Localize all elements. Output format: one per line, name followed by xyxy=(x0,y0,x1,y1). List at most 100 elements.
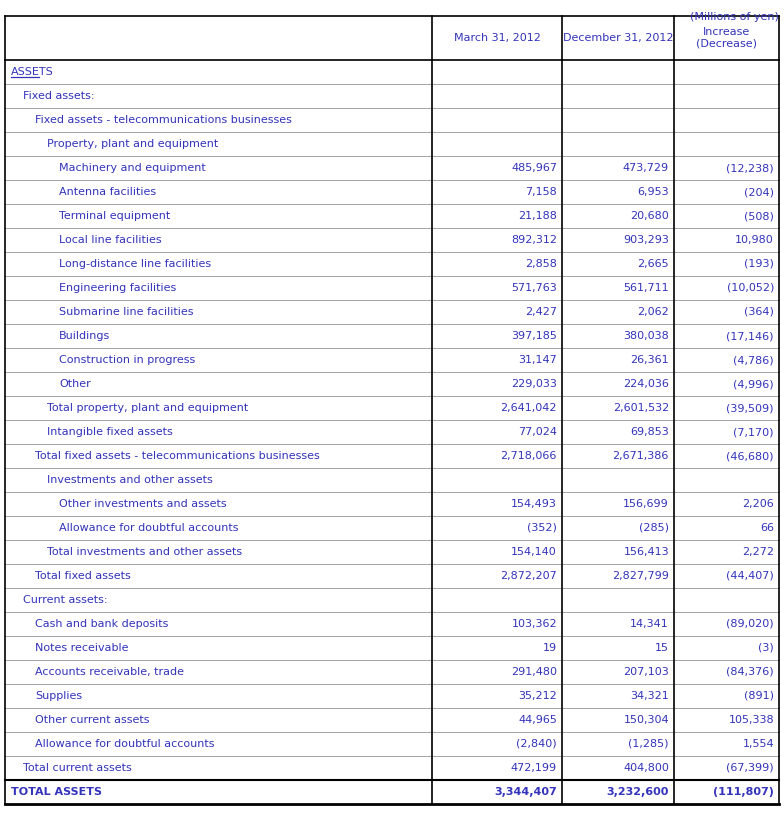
Text: 156,699: 156,699 xyxy=(623,499,669,509)
Text: 26,361: 26,361 xyxy=(630,355,669,365)
Text: 44,965: 44,965 xyxy=(518,715,557,725)
Text: (10,052): (10,052) xyxy=(727,283,774,293)
Text: Total investments and other assets: Total investments and other assets xyxy=(47,547,242,557)
Text: 291,480: 291,480 xyxy=(511,667,557,677)
Text: (352): (352) xyxy=(527,523,557,533)
Text: 19: 19 xyxy=(543,643,557,653)
Text: Allowance for doubtful accounts: Allowance for doubtful accounts xyxy=(35,739,215,749)
Text: (204): (204) xyxy=(744,187,774,197)
Text: (46,680): (46,680) xyxy=(727,451,774,461)
Text: (508): (508) xyxy=(744,211,774,221)
Text: Fixed assets:: Fixed assets: xyxy=(23,91,95,101)
Text: 2,872,207: 2,872,207 xyxy=(500,571,557,581)
Text: 7,158: 7,158 xyxy=(525,187,557,197)
Text: December 31, 2012: December 31, 2012 xyxy=(563,33,673,43)
Text: Construction in progress: Construction in progress xyxy=(59,355,195,365)
Text: 485,967: 485,967 xyxy=(511,163,557,173)
Text: Intangible fixed assets: Intangible fixed assets xyxy=(47,427,172,437)
Text: 77,024: 77,024 xyxy=(518,427,557,437)
Text: Total property, plant and equipment: Total property, plant and equipment xyxy=(47,403,249,413)
Text: (2,840): (2,840) xyxy=(517,739,557,749)
Text: 3,232,600: 3,232,600 xyxy=(607,787,669,797)
Text: 2,858: 2,858 xyxy=(525,259,557,269)
Text: 10,980: 10,980 xyxy=(735,235,774,245)
Text: 1,554: 1,554 xyxy=(742,739,774,749)
Text: 31,147: 31,147 xyxy=(518,355,557,365)
Text: (285): (285) xyxy=(639,523,669,533)
Text: Notes receivable: Notes receivable xyxy=(35,643,129,653)
Text: Accounts receivable, trade: Accounts receivable, trade xyxy=(35,667,184,677)
Text: (3): (3) xyxy=(758,643,774,653)
Text: 473,729: 473,729 xyxy=(622,163,669,173)
Text: 2,206: 2,206 xyxy=(742,499,774,509)
Text: (1,285): (1,285) xyxy=(629,739,669,749)
Text: (12,238): (12,238) xyxy=(726,163,774,173)
Text: 69,853: 69,853 xyxy=(630,427,669,437)
Text: (4,786): (4,786) xyxy=(733,355,774,365)
Text: 224,036: 224,036 xyxy=(623,379,669,389)
Text: Other investments and assets: Other investments and assets xyxy=(59,499,227,509)
Text: 2,272: 2,272 xyxy=(742,547,774,557)
Text: Supplies: Supplies xyxy=(35,691,82,701)
Text: Local line facilities: Local line facilities xyxy=(59,235,162,245)
Text: 156,413: 156,413 xyxy=(623,547,669,557)
Text: (89,020): (89,020) xyxy=(726,619,774,629)
Text: Buildings: Buildings xyxy=(59,331,111,341)
Text: Engineering facilities: Engineering facilities xyxy=(59,283,176,293)
Text: (111,807): (111,807) xyxy=(713,787,774,797)
Text: (4,996): (4,996) xyxy=(733,379,774,389)
Text: Total fixed assets - telecommunications businesses: Total fixed assets - telecommunications … xyxy=(35,451,320,461)
Text: Cash and bank deposits: Cash and bank deposits xyxy=(35,619,169,629)
Text: 66: 66 xyxy=(760,523,774,533)
Text: 154,140: 154,140 xyxy=(511,547,557,557)
Text: ASSETS: ASSETS xyxy=(11,67,54,77)
Text: Machinery and equipment: Machinery and equipment xyxy=(59,163,205,173)
Text: Current assets:: Current assets: xyxy=(23,595,107,605)
Text: 150,304: 150,304 xyxy=(623,715,669,725)
Text: 571,763: 571,763 xyxy=(511,283,557,293)
Text: (39,509): (39,509) xyxy=(727,403,774,413)
Text: 903,293: 903,293 xyxy=(623,235,669,245)
Text: 34,321: 34,321 xyxy=(630,691,669,701)
Text: 207,103: 207,103 xyxy=(623,667,669,677)
Text: 2,718,066: 2,718,066 xyxy=(501,451,557,461)
Text: 2,827,799: 2,827,799 xyxy=(612,571,669,581)
Text: 2,601,532: 2,601,532 xyxy=(613,403,669,413)
Text: March 31, 2012: March 31, 2012 xyxy=(454,33,540,43)
Text: 404,800: 404,800 xyxy=(623,763,669,773)
Text: Investments and other assets: Investments and other assets xyxy=(47,475,212,485)
Text: 2,062: 2,062 xyxy=(637,307,669,317)
Text: Total current assets: Total current assets xyxy=(23,763,132,773)
Text: (44,407): (44,407) xyxy=(726,571,774,581)
Text: Fixed assets - telecommunications businesses: Fixed assets - telecommunications busine… xyxy=(35,115,292,125)
Text: 15: 15 xyxy=(655,643,669,653)
Text: 892,312: 892,312 xyxy=(511,235,557,245)
Text: 35,212: 35,212 xyxy=(518,691,557,701)
Text: 561,711: 561,711 xyxy=(623,283,669,293)
Text: 2,641,042: 2,641,042 xyxy=(500,403,557,413)
Text: (891): (891) xyxy=(744,691,774,701)
Text: Property, plant and equipment: Property, plant and equipment xyxy=(47,139,218,149)
Text: 472,199: 472,199 xyxy=(511,763,557,773)
Text: (7,170): (7,170) xyxy=(734,427,774,437)
Text: Long-distance line facilities: Long-distance line facilities xyxy=(59,259,211,269)
Text: 2,665: 2,665 xyxy=(637,259,669,269)
Text: 2,427: 2,427 xyxy=(525,307,557,317)
Text: Submarine line facilities: Submarine line facilities xyxy=(59,307,194,317)
Text: 397,185: 397,185 xyxy=(511,331,557,341)
Text: Increase
(Decrease): Increase (Decrease) xyxy=(696,27,757,49)
Text: 103,362: 103,362 xyxy=(511,619,557,629)
Text: Other current assets: Other current assets xyxy=(35,715,150,725)
Text: 6,953: 6,953 xyxy=(637,187,669,197)
Text: Antenna facilities: Antenna facilities xyxy=(59,187,156,197)
Text: 380,038: 380,038 xyxy=(623,331,669,341)
Text: 2,671,386: 2,671,386 xyxy=(612,451,669,461)
Text: 14,341: 14,341 xyxy=(630,619,669,629)
Text: (Millions of yen): (Millions of yen) xyxy=(690,12,779,22)
Text: 3,344,407: 3,344,407 xyxy=(494,787,557,797)
Text: Total fixed assets: Total fixed assets xyxy=(35,571,131,581)
Text: (364): (364) xyxy=(744,307,774,317)
Text: 229,033: 229,033 xyxy=(511,379,557,389)
Text: (84,376): (84,376) xyxy=(726,667,774,677)
Text: Allowance for doubtful accounts: Allowance for doubtful accounts xyxy=(59,523,238,533)
